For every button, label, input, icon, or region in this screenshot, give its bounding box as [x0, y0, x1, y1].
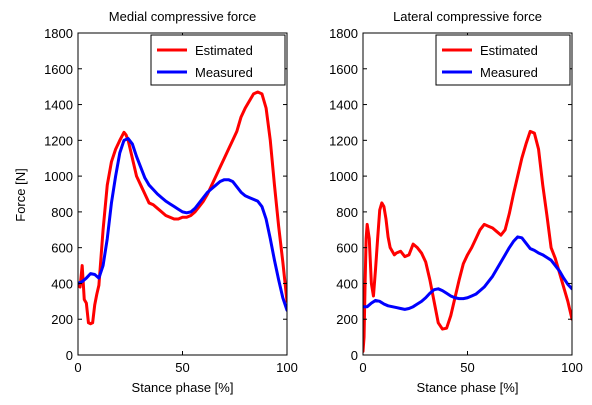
y-tick-label: 1600: [44, 62, 73, 77]
y-tick-label: 1400: [329, 98, 358, 113]
x-axis-label: Stance phase [%]: [132, 380, 234, 395]
y-tick-label: 600: [51, 241, 73, 256]
y-tick-label: 1800: [329, 26, 358, 41]
series-line-estimated: [363, 129, 572, 353]
x-tick-label: 0: [359, 360, 366, 375]
medial-chart: Medial compressive force 0 200 400 600 800 100…: [44, 9, 298, 395]
y-tick-label: 1200: [44, 133, 73, 148]
y-tick-label: 1600: [329, 62, 358, 77]
y-tick-label: 1200: [329, 133, 358, 148]
lateral-chart: Lateral compressive force 0 200 400 600 800 10…: [329, 9, 583, 395]
legend: Estimated Measured: [435, 34, 571, 86]
y-tick-label: 800: [51, 205, 73, 220]
y-tick-label: 0: [66, 348, 73, 363]
y-tick-label: 400: [336, 276, 358, 291]
x-axis-label: Stance phase [%]: [417, 380, 519, 395]
y-tick-label: 400: [51, 276, 73, 291]
legend-label-measured: Measured: [480, 65, 538, 80]
legend-label-measured: Measured: [195, 65, 253, 80]
legend-label-estimated: Estimated: [480, 43, 538, 58]
x-tick-label: 100: [561, 360, 583, 375]
x-tick-label: 50: [460, 360, 474, 375]
y-tick-label: 200: [336, 312, 358, 327]
legend-box: [435, 34, 571, 86]
y-tick-label: 0: [351, 348, 358, 363]
chart-title: Lateral compressive force: [393, 9, 542, 24]
series-line-measured: [363, 235, 572, 311]
series-line-measured: [78, 137, 287, 312]
y-axis-label: Force [N]: [13, 168, 28, 221]
x-tick-label: 100: [276, 360, 298, 375]
y-tick-label: 1400: [44, 98, 73, 113]
x-tick-label: 50: [175, 360, 189, 375]
y-tick-label: 600: [336, 241, 358, 256]
legend-label-estimated: Estimated: [195, 43, 253, 58]
y-tick-label: 200: [51, 312, 73, 327]
series-line-estimated: [78, 90, 287, 326]
x-tick-label: 0: [74, 360, 81, 375]
legend-box: [150, 34, 286, 86]
legend: Estimated Measured: [150, 34, 286, 86]
y-tick-label: 1800: [44, 26, 73, 41]
y-tick-label: 800: [336, 205, 358, 220]
chart-title: Medial compressive force: [109, 9, 256, 24]
y-tick-label: 1000: [329, 169, 358, 184]
y-tick-label: 1000: [44, 169, 73, 184]
